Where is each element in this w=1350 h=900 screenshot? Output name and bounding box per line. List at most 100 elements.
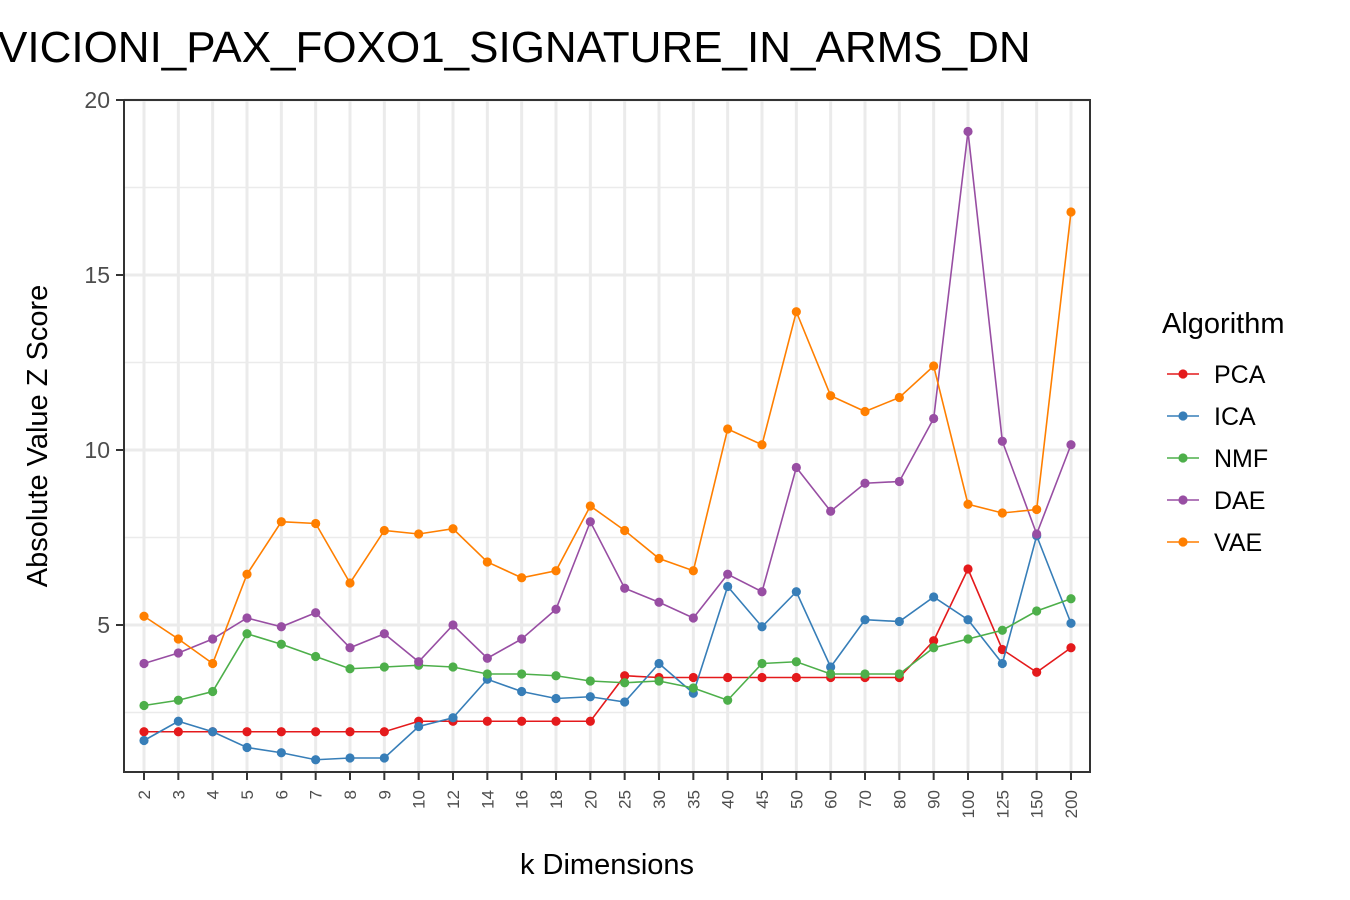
x-tick-label: 2 (135, 790, 154, 799)
point-vae (791, 307, 801, 317)
point-ica (997, 658, 1007, 669)
y-tick-label: 15 (84, 262, 110, 288)
x-tick-label: 10 (410, 790, 429, 809)
point-ica (517, 686, 527, 697)
point-vae (276, 517, 286, 527)
point-vae (517, 573, 527, 583)
point-dae (379, 629, 389, 639)
point-pca (723, 672, 733, 683)
point-ica (723, 581, 733, 592)
point-nmf (242, 629, 252, 639)
point-vae (139, 611, 149, 621)
point-vae (1066, 207, 1076, 217)
point-ica (1066, 618, 1076, 628)
series-group (139, 126, 1076, 765)
point-dae (929, 413, 939, 424)
x-tick-label: 50 (787, 790, 806, 809)
x-axis: 2 3 4 5 6 7 8 9 10 12 14 16 18 20 25 30 35 40 45 50 60 70 80 90… (135, 772, 1081, 818)
legend-key-point-ica (1178, 411, 1188, 421)
point-nmf (1066, 594, 1076, 604)
point-vae (929, 361, 939, 371)
point-nmf (448, 662, 458, 672)
grid (124, 98, 1090, 772)
point-dae (860, 478, 870, 488)
y-tick-label: 5 (97, 612, 110, 638)
point-pca (1066, 643, 1076, 653)
point-dae (173, 648, 183, 658)
point-dae (551, 604, 561, 614)
point-vae (997, 508, 1007, 518)
point-dae (311, 608, 321, 618)
point-vae (482, 557, 492, 567)
point-nmf (345, 664, 355, 674)
point-nmf (997, 625, 1007, 635)
point-nmf (311, 651, 321, 662)
point-ica (860, 615, 870, 625)
x-tick-label: 125 (993, 790, 1012, 818)
legend-label-pca: PCA (1214, 361, 1266, 389)
point-ica (448, 713, 458, 723)
point-pca (997, 644, 1007, 655)
point-ica (276, 748, 286, 758)
x-tick-label: 4 (204, 790, 223, 799)
x-tick-label: 80 (890, 790, 909, 809)
point-ica (654, 658, 664, 669)
point-nmf (860, 669, 870, 679)
series-line-ica (143, 533, 1072, 761)
point-nmf (791, 657, 801, 667)
point-nmf (585, 676, 595, 686)
point-dae (757, 587, 767, 597)
point-nmf (1032, 606, 1042, 616)
point-pca (242, 727, 252, 737)
point-pca (379, 727, 389, 737)
point-ica (620, 697, 630, 707)
legend-key-point-vae (1178, 537, 1188, 547)
series-line-nmf (143, 597, 1072, 707)
legend: Algorithm PCA ICA NMF DAE VAE (1162, 308, 1285, 557)
y-axis: 5 10 15 20 (84, 87, 124, 638)
point-pca (551, 716, 561, 726)
x-tick-label: 8 (341, 790, 360, 799)
x-tick-label: 100 (959, 790, 978, 818)
x-axis-title: k Dimensions (520, 849, 694, 881)
point-pca (963, 564, 973, 574)
x-tick-label: 45 (753, 790, 772, 809)
legend-label-ica: ICA (1214, 403, 1256, 431)
point-dae (1032, 529, 1042, 539)
point-pca (929, 636, 939, 646)
point-ica (791, 587, 801, 597)
x-tick-label: 7 (307, 790, 326, 799)
point-nmf (482, 669, 492, 679)
point-dae (620, 583, 630, 593)
point-pca (585, 716, 595, 726)
point-vae (242, 569, 252, 579)
point-dae (139, 658, 149, 669)
chart-title: VICIONI_PAX_FOXO1_SIGNATURE_IN_ARMS_DN (0, 23, 1031, 72)
x-tick-label: 12 (444, 790, 463, 809)
series-line-pca (144, 567, 1072, 733)
point-nmf (139, 700, 149, 711)
x-tick-label: 30 (650, 790, 669, 809)
x-tick-label: 16 (513, 790, 532, 809)
point-pca (517, 716, 527, 726)
series-line-vae (143, 211, 1072, 665)
point-ica (929, 592, 939, 602)
point-dae (585, 517, 595, 527)
point-dae (963, 126, 973, 137)
point-dae (688, 613, 698, 623)
point-vae (448, 524, 458, 534)
point-dae (997, 436, 1007, 446)
point-dae (414, 657, 424, 667)
point-vae (654, 553, 664, 564)
point-vae (173, 634, 183, 644)
legend-label-vae: VAE (1214, 529, 1262, 557)
x-tick-label: 6 (272, 790, 291, 799)
point-pca (482, 716, 492, 726)
point-ica (208, 727, 218, 737)
x-tick-label: 5 (238, 790, 257, 799)
point-dae (242, 613, 252, 623)
point-pca (276, 727, 286, 737)
point-vae (311, 518, 321, 529)
point-vae (379, 525, 389, 536)
point-nmf (379, 662, 389, 672)
